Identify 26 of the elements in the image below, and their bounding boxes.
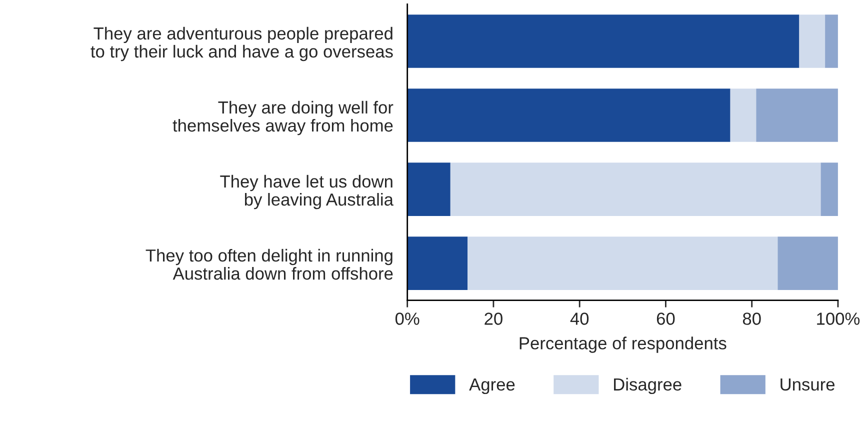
bar xyxy=(407,88,730,142)
bar xyxy=(825,14,838,68)
legend-label: Disagree xyxy=(614,378,682,394)
x-tick-label: 0% xyxy=(395,312,420,325)
y-tick-label: They have let us down by leaving Australia xyxy=(220,174,394,210)
bar xyxy=(450,162,821,216)
bar xyxy=(407,162,450,216)
x-tick-label: 80 xyxy=(742,312,761,325)
y-tick-label: They too often delight in running Australia down from offshore xyxy=(146,248,393,280)
bar xyxy=(756,88,838,142)
bar xyxy=(468,236,778,290)
bar xyxy=(730,88,756,142)
y-tick-label: They are adventurous people prepared to try their luck and have a go overseas xyxy=(90,26,393,62)
legend-label: Agree xyxy=(469,378,515,394)
x-tick-label: 40 xyxy=(570,312,589,325)
x-tick-label: 60 xyxy=(656,312,675,325)
legend-label: Unsure xyxy=(780,378,835,391)
bar xyxy=(820,162,838,216)
bar xyxy=(799,14,826,68)
bar xyxy=(407,236,468,290)
y-tick-label: They are doing well for themselves away from home xyxy=(172,100,394,136)
x-tick-label: 100% xyxy=(817,312,860,325)
x-axis-title: Percentage of respondents xyxy=(520,336,726,353)
bar xyxy=(778,236,838,290)
bar xyxy=(407,14,800,68)
x-tick-label: 20 xyxy=(484,312,502,325)
